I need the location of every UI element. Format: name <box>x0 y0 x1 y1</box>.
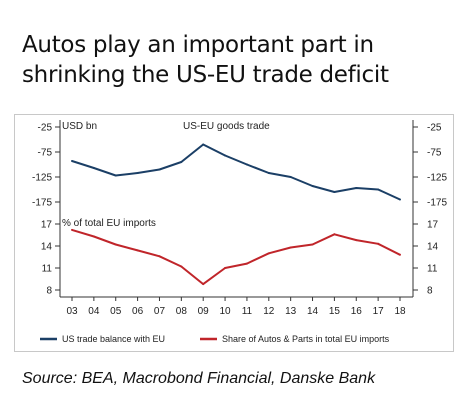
data-point-1-0-2 <box>114 243 117 246</box>
legend-label-1: Share of Autos & Parts in total EU impor… <box>222 334 390 344</box>
data-point-1-0-15 <box>399 253 401 256</box>
y-tick-left-1-3: 8 <box>46 286 52 297</box>
data-point-0-0-9 <box>267 172 270 174</box>
data-point-1-0-8 <box>245 262 248 265</box>
data-point-0-0-10 <box>289 176 292 178</box>
data-point-1-0-3 <box>136 249 139 252</box>
y-tick-left-0-1: -75 <box>38 148 53 159</box>
data-point-0-0-4 <box>158 168 161 171</box>
x-tick-label-0: 03 <box>66 306 78 317</box>
data-point-1-0-11 <box>311 243 314 246</box>
y-tick-left-1-2: 11 <box>42 264 53 275</box>
data-point-0-0-2 <box>114 174 117 177</box>
data-point-1-0-5 <box>180 265 183 268</box>
data-point-0-0-0 <box>71 160 73 162</box>
data-point-0-0-13 <box>355 187 358 189</box>
panel-title-1: % of total EU imports <box>62 218 156 229</box>
y-tick-right-1-2: 11 <box>427 264 438 275</box>
data-point-1-0-12 <box>333 233 336 236</box>
x-tick-label-4: 07 <box>154 306 166 317</box>
y-tick-right-0-1: -75 <box>427 148 442 159</box>
x-tick-label-5: 08 <box>176 306 188 317</box>
data-point-0-0-15 <box>399 198 401 201</box>
x-tick-label-7: 10 <box>220 306 232 317</box>
y-tick-left-0-3: -175 <box>32 198 52 209</box>
data-point-0-0-5 <box>180 161 183 163</box>
chart-title-line-2: shrinking the US-EU trade deficit <box>22 62 389 88</box>
x-tick-label-3: 06 <box>132 306 144 317</box>
data-point-1-0-13 <box>355 239 358 242</box>
data-point-0-0-6 <box>202 143 205 146</box>
panel-unit-label-0: USD bn <box>62 121 97 132</box>
x-tick-label-8: 11 <box>242 306 253 317</box>
data-point-0-0-3 <box>136 172 139 174</box>
y-tick-left-1-0: 17 <box>41 220 53 231</box>
data-point-0-0-7 <box>224 154 227 157</box>
data-point-0-0-11 <box>311 185 314 187</box>
panel-title-0: US-EU goods trade <box>183 121 270 132</box>
data-point-0-0-8 <box>245 163 248 166</box>
data-point-0-0-14 <box>377 188 380 191</box>
x-tick-label-14: 17 <box>373 306 385 317</box>
data-point-1-0-14 <box>377 242 380 245</box>
chart-title: Autos play an important part in shrinkin… <box>22 30 389 90</box>
x-tick-label-15: 18 <box>394 306 406 317</box>
x-tick-label-2: 05 <box>110 306 122 317</box>
data-point-1-0-7 <box>224 267 227 269</box>
y-tick-left-1-1: 14 <box>41 242 53 253</box>
data-point-1-0-0 <box>71 228 73 231</box>
y-tick-right-1-0: 17 <box>427 220 439 231</box>
x-tick-label-11: 14 <box>307 306 319 317</box>
x-tick-label-13: 16 <box>351 306 363 317</box>
y-tick-left-0-0: -25 <box>38 123 53 134</box>
y-tick-left-0-2: -125 <box>32 173 52 184</box>
x-tick-label-12: 15 <box>329 306 341 317</box>
x-tick-label-1: 04 <box>88 306 100 317</box>
series-line-0-0 <box>71 143 401 201</box>
legend-label-0: US trade balance with EU <box>62 334 165 344</box>
y-tick-right-0-0: -25 <box>427 123 442 134</box>
data-point-0-0-12 <box>333 191 336 193</box>
data-point-1-0-9 <box>267 252 270 255</box>
data-point-1-0-1 <box>92 235 95 238</box>
x-tick-label-6: 09 <box>198 306 210 317</box>
source-note: Source: BEA, Macrobond Financial, Danske… <box>22 370 376 387</box>
data-point-1-0-10 <box>289 246 292 249</box>
series-line-1-0 <box>71 228 401 286</box>
y-tick-right-1-1: 14 <box>427 242 439 253</box>
y-tick-right-0-2: -125 <box>427 173 447 184</box>
x-tick-label-9: 12 <box>263 306 275 317</box>
x-tick-label-10: 13 <box>285 306 297 317</box>
chart-frame <box>14 114 454 352</box>
chart-title-line-1: Autos play an important part in <box>22 32 374 58</box>
data-point-1-0-4 <box>158 255 161 258</box>
y-tick-right-0-3: -175 <box>427 198 447 209</box>
y-tick-right-1-3: 8 <box>427 286 433 297</box>
data-point-0-0-1 <box>92 167 95 169</box>
data-point-1-0-6 <box>202 283 205 286</box>
